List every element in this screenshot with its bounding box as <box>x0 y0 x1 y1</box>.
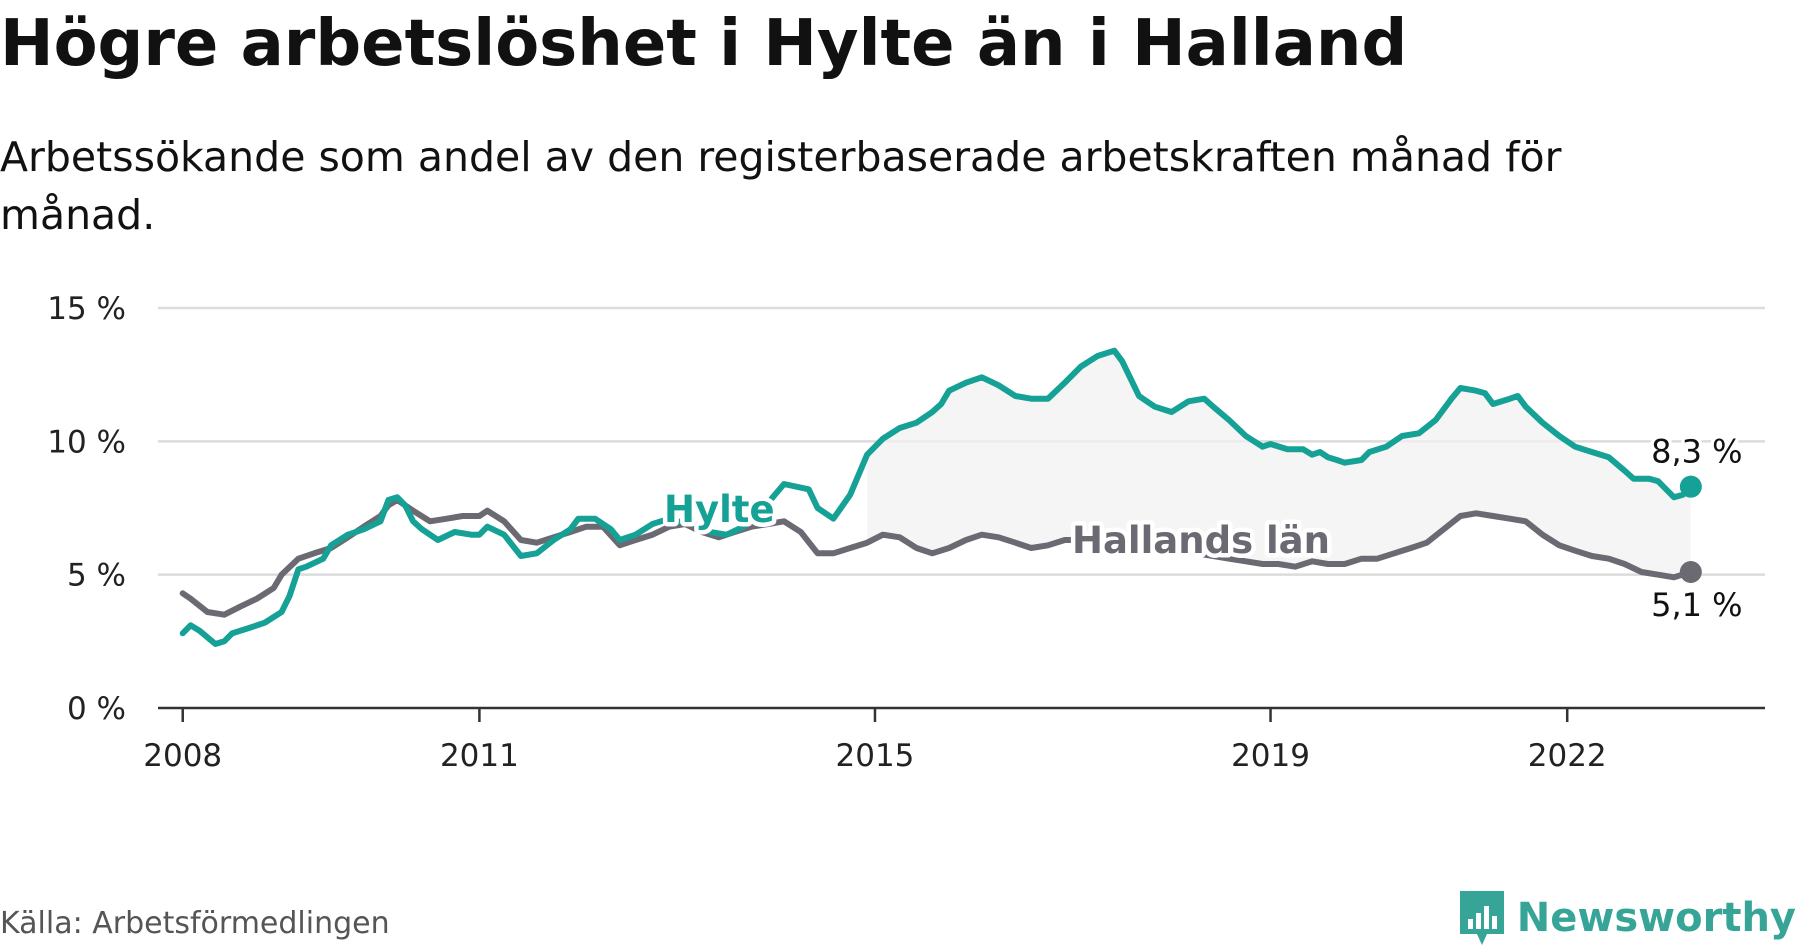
y-tick-label: 10 % <box>47 424 126 460</box>
series-name-label: Hylte <box>664 488 775 531</box>
axes: 0 % 5 % 10 % 15 % 2008 2011 2015 2019 2022 <box>47 291 1765 774</box>
brand-name: Newsworthy <box>1516 895 1796 941</box>
y-tick-label: 0 % <box>67 691 126 727</box>
source-note: Källa: Arbetsförmedlingen <box>0 906 390 941</box>
difference-shading <box>867 350 1691 578</box>
chart-title: Högre arbetslöshet i Hylte än i Halland <box>0 7 1408 81</box>
series-end-point <box>1679 561 1702 583</box>
x-tick-label: 2011 <box>440 738 519 774</box>
end-value-label: 5,1 % <box>1651 586 1742 624</box>
newsworthy-logo-icon <box>1459 891 1504 945</box>
end-value-label: 8,3 % <box>1651 433 1742 471</box>
series-lines <box>179 347 1702 647</box>
labels: Hylte Hallands län 8,3 % 5,1 % <box>660 429 1747 627</box>
line-chart: 0 % 5 % 10 % 15 % 2008 2011 2015 2019 2022 Hylte… <box>47 291 1765 774</box>
chart-subtitle: Arbetssökande som andel av den registerb… <box>0 133 1562 239</box>
y-tick-label: 5 % <box>67 558 126 594</box>
x-tick-label: 2008 <box>143 738 222 774</box>
x-tick-label: 2019 <box>1231 738 1310 774</box>
y-tick-label: 15 % <box>47 291 126 327</box>
brand: Newsworthy <box>1457 888 1796 948</box>
series-line-hylte <box>179 347 1694 647</box>
series-name-label: Hallands län <box>1072 519 1330 562</box>
series-end-point <box>1679 475 1702 498</box>
x-tick-label: 2022 <box>1528 738 1607 774</box>
x-tick-label: 2015 <box>836 738 915 774</box>
